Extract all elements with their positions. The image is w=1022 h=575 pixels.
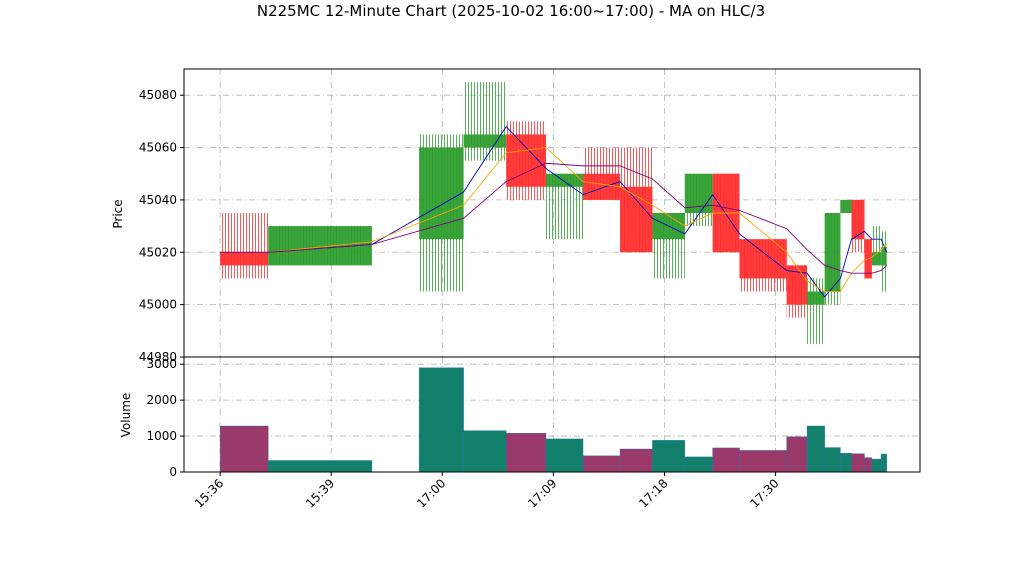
candle-wick bbox=[220, 213, 269, 279]
y-tick-label: 3000 bbox=[146, 357, 177, 371]
ma-line bbox=[220, 125, 888, 298]
volume-bar bbox=[219, 425, 269, 473]
y-axis-label: Price bbox=[111, 199, 125, 228]
volume-bar bbox=[582, 455, 621, 473]
volume-bar bbox=[864, 457, 873, 473]
candle-body bbox=[545, 173, 584, 187]
volume-bar bbox=[871, 458, 882, 473]
volume-bar bbox=[712, 447, 740, 473]
y-tick-label: 2000 bbox=[146, 393, 177, 407]
volume-bar bbox=[268, 460, 373, 473]
candle-body bbox=[881, 247, 887, 266]
ma-line bbox=[220, 162, 887, 274]
y-tick-label: 45060 bbox=[139, 141, 177, 155]
candle-body bbox=[419, 147, 464, 240]
volume-bar bbox=[851, 453, 865, 473]
candle-wick bbox=[807, 278, 825, 344]
candle-body bbox=[583, 173, 621, 200]
chart-title: N225MC 12-Minute Chart (2025-10-02 16:00… bbox=[257, 2, 765, 20]
candle-body bbox=[840, 199, 852, 213]
y-tick-label: 44980 bbox=[139, 350, 177, 364]
volume-bar bbox=[545, 438, 584, 473]
y-tick-label: 0 bbox=[169, 465, 177, 479]
candle-body bbox=[620, 186, 653, 253]
volume-bar bbox=[619, 448, 653, 473]
plot: 44980 45000 45020 45040 45060 45080 0 1000 2000 3… bbox=[139, 68, 921, 511]
volume-axis-label: Volume bbox=[119, 393, 133, 438]
ma-line bbox=[220, 147, 887, 292]
candle-body bbox=[871, 252, 882, 266]
volume-bar bbox=[806, 425, 825, 473]
y-tick-label: 1000 bbox=[146, 429, 177, 443]
candle-body bbox=[739, 239, 787, 279]
volume-bar bbox=[739, 450, 787, 473]
y-tick-label: 45020 bbox=[139, 245, 177, 259]
volume-frame bbox=[183, 356, 921, 473]
volume-bar bbox=[684, 456, 713, 473]
candle-body bbox=[463, 134, 507, 148]
volume-bar bbox=[652, 440, 686, 473]
y-tick-label: 45080 bbox=[139, 88, 177, 102]
volume-bar bbox=[418, 367, 464, 473]
volume-bar bbox=[880, 453, 887, 473]
candle-wick bbox=[463, 82, 507, 161]
volume-bar bbox=[463, 430, 507, 473]
volume-bar bbox=[505, 432, 547, 473]
volume-bar bbox=[840, 453, 852, 473]
candle-body bbox=[807, 291, 825, 305]
candle-body bbox=[220, 252, 269, 266]
candle-wick bbox=[871, 226, 882, 266]
volume-bar bbox=[824, 447, 841, 473]
y-tick-label: 45000 bbox=[139, 298, 177, 312]
candle-body bbox=[786, 265, 808, 305]
candle-body bbox=[851, 199, 865, 240]
volume-bar bbox=[786, 436, 808, 473]
candle-body bbox=[824, 213, 841, 292]
y-tick-label: 45040 bbox=[139, 193, 177, 207]
